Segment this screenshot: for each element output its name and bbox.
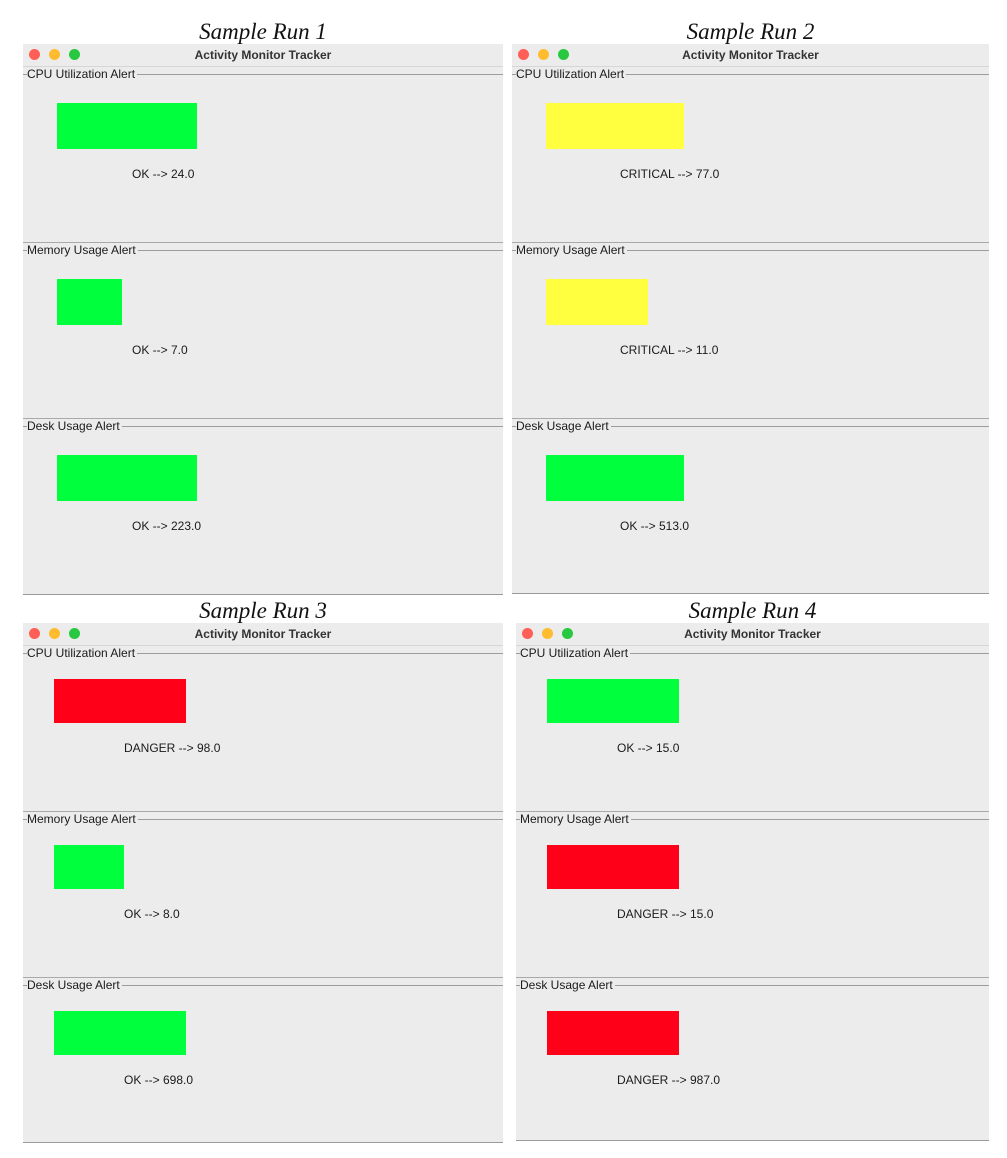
panel-title: Desk Usage Alert	[520, 978, 615, 993]
sample-run-2: Sample Run 2 Activity Monitor Tracker CP…	[512, 18, 989, 594]
close-window-icon[interactable]	[29, 628, 40, 639]
panel-title: Memory Usage Alert	[27, 243, 138, 258]
title-bar[interactable]: Activity Monitor Tracker	[23, 623, 503, 646]
panel-title: Memory Usage Alert	[520, 812, 631, 827]
panel-title: Desk Usage Alert	[516, 419, 611, 434]
maximize-window-icon[interactable]	[562, 628, 573, 639]
panel-title: CPU Utilization Alert	[27, 646, 138, 661]
run-caption: Sample Run 1	[199, 19, 327, 44]
maximize-window-icon[interactable]	[69, 628, 80, 639]
title-bar[interactable]: Activity Monitor Tracker	[512, 44, 989, 67]
memory-alert-panel: Memory Usage Alert DANGER --> 15.0	[516, 812, 989, 978]
window-title: Activity Monitor Tracker	[194, 627, 332, 641]
window-title: Activity Monitor Tracker	[682, 48, 819, 62]
window-title: Activity Monitor Tracker	[194, 48, 332, 62]
panel-title: CPU Utilization Alert	[27, 67, 138, 82]
minimize-window-icon[interactable]	[538, 49, 549, 60]
panel-title: CPU Utilization Alert	[520, 646, 631, 661]
status-text: DANGER --> 987.0	[617, 1073, 721, 1087]
minimize-window-icon[interactable]	[49, 628, 60, 639]
panel-title: Desk Usage Alert	[27, 419, 122, 434]
app-window: Activity Monitor Tracker CPU Utilization…	[516, 623, 989, 1141]
title-bar[interactable]: Activity Monitor Tracker	[23, 44, 503, 67]
maximize-window-icon[interactable]	[69, 49, 80, 60]
status-bar	[547, 679, 679, 723]
app-window: Activity Monitor Tracker CPU Utilization…	[23, 44, 503, 595]
desk-alert-panel: Desk Usage Alert OK --> 223.0	[23, 419, 503, 595]
status-bar	[57, 279, 122, 325]
memory-alert-panel: Memory Usage Alert OK --> 8.0	[23, 812, 503, 978]
sample-run-1: Sample Run 1 Activity Monitor Tracker CP…	[23, 18, 503, 595]
sample-run-4: Sample Run 4 Activity Monitor Tracker CP…	[516, 597, 989, 1141]
status-bar	[54, 845, 124, 889]
status-bar	[546, 103, 684, 149]
app-window: Activity Monitor Tracker CPU Utilization…	[23, 623, 503, 1143]
status-bar	[54, 1011, 186, 1055]
status-text: OK --> 698.0	[124, 1073, 194, 1087]
minimize-window-icon[interactable]	[542, 628, 553, 639]
status-text: DANGER --> 15.0	[617, 907, 714, 921]
run-caption: Sample Run 4	[688, 598, 817, 623]
memory-alert-panel: Memory Usage Alert CRITICAL --> 11.0	[512, 243, 989, 419]
status-bar	[54, 679, 186, 723]
maximize-window-icon[interactable]	[558, 49, 569, 60]
status-bar	[57, 103, 197, 149]
run-caption: Sample Run 3	[199, 598, 327, 623]
sample-run-3: Sample Run 3 Activity Monitor Tracker CP…	[23, 597, 503, 1143]
window-title: Activity Monitor Tracker	[684, 627, 821, 641]
status-text: OK --> 7.0	[132, 343, 188, 357]
status-text: OK --> 24.0	[132, 167, 195, 181]
run-caption: Sample Run 2	[686, 19, 815, 44]
close-window-icon[interactable]	[518, 49, 529, 60]
status-bar	[546, 279, 648, 325]
title-bar[interactable]: Activity Monitor Tracker	[516, 623, 989, 646]
cpu-alert-panel: CPU Utilization Alert OK --> 15.0	[516, 646, 989, 812]
status-text: OK --> 8.0	[124, 907, 180, 921]
memory-alert-panel: Memory Usage Alert OK --> 7.0	[23, 243, 503, 419]
status-text: OK --> 223.0	[132, 519, 202, 533]
cpu-alert-panel: CPU Utilization Alert DANGER --> 98.0	[23, 646, 503, 812]
desk-alert-panel: Desk Usage Alert OK --> 513.0	[512, 419, 989, 595]
status-text: CRITICAL --> 11.0	[620, 343, 719, 357]
status-bar	[547, 845, 679, 889]
panel-title: CPU Utilization Alert	[516, 67, 627, 82]
cpu-alert-panel: CPU Utilization Alert CRITICAL --> 77.0	[512, 67, 989, 243]
close-window-icon[interactable]	[29, 49, 40, 60]
cpu-alert-panel: CPU Utilization Alert OK --> 24.0	[23, 67, 503, 243]
status-bar	[546, 455, 684, 501]
close-window-icon[interactable]	[522, 628, 533, 639]
status-text: CRITICAL --> 77.0	[620, 167, 720, 181]
status-text: DANGER --> 98.0	[124, 741, 221, 755]
panel-title: Memory Usage Alert	[27, 812, 138, 827]
panel-title: Memory Usage Alert	[516, 243, 627, 258]
desk-alert-panel: Desk Usage Alert DANGER --> 987.0	[516, 978, 989, 1144]
panel-title: Desk Usage Alert	[27, 978, 122, 993]
status-bar	[547, 1011, 679, 1055]
app-window: Activity Monitor Tracker CPU Utilization…	[512, 44, 989, 594]
status-bar	[57, 455, 197, 501]
status-text: OK --> 513.0	[620, 519, 690, 533]
status-text: OK --> 15.0	[617, 741, 680, 755]
desk-alert-panel: Desk Usage Alert OK --> 698.0	[23, 978, 503, 1144]
minimize-window-icon[interactable]	[49, 49, 60, 60]
